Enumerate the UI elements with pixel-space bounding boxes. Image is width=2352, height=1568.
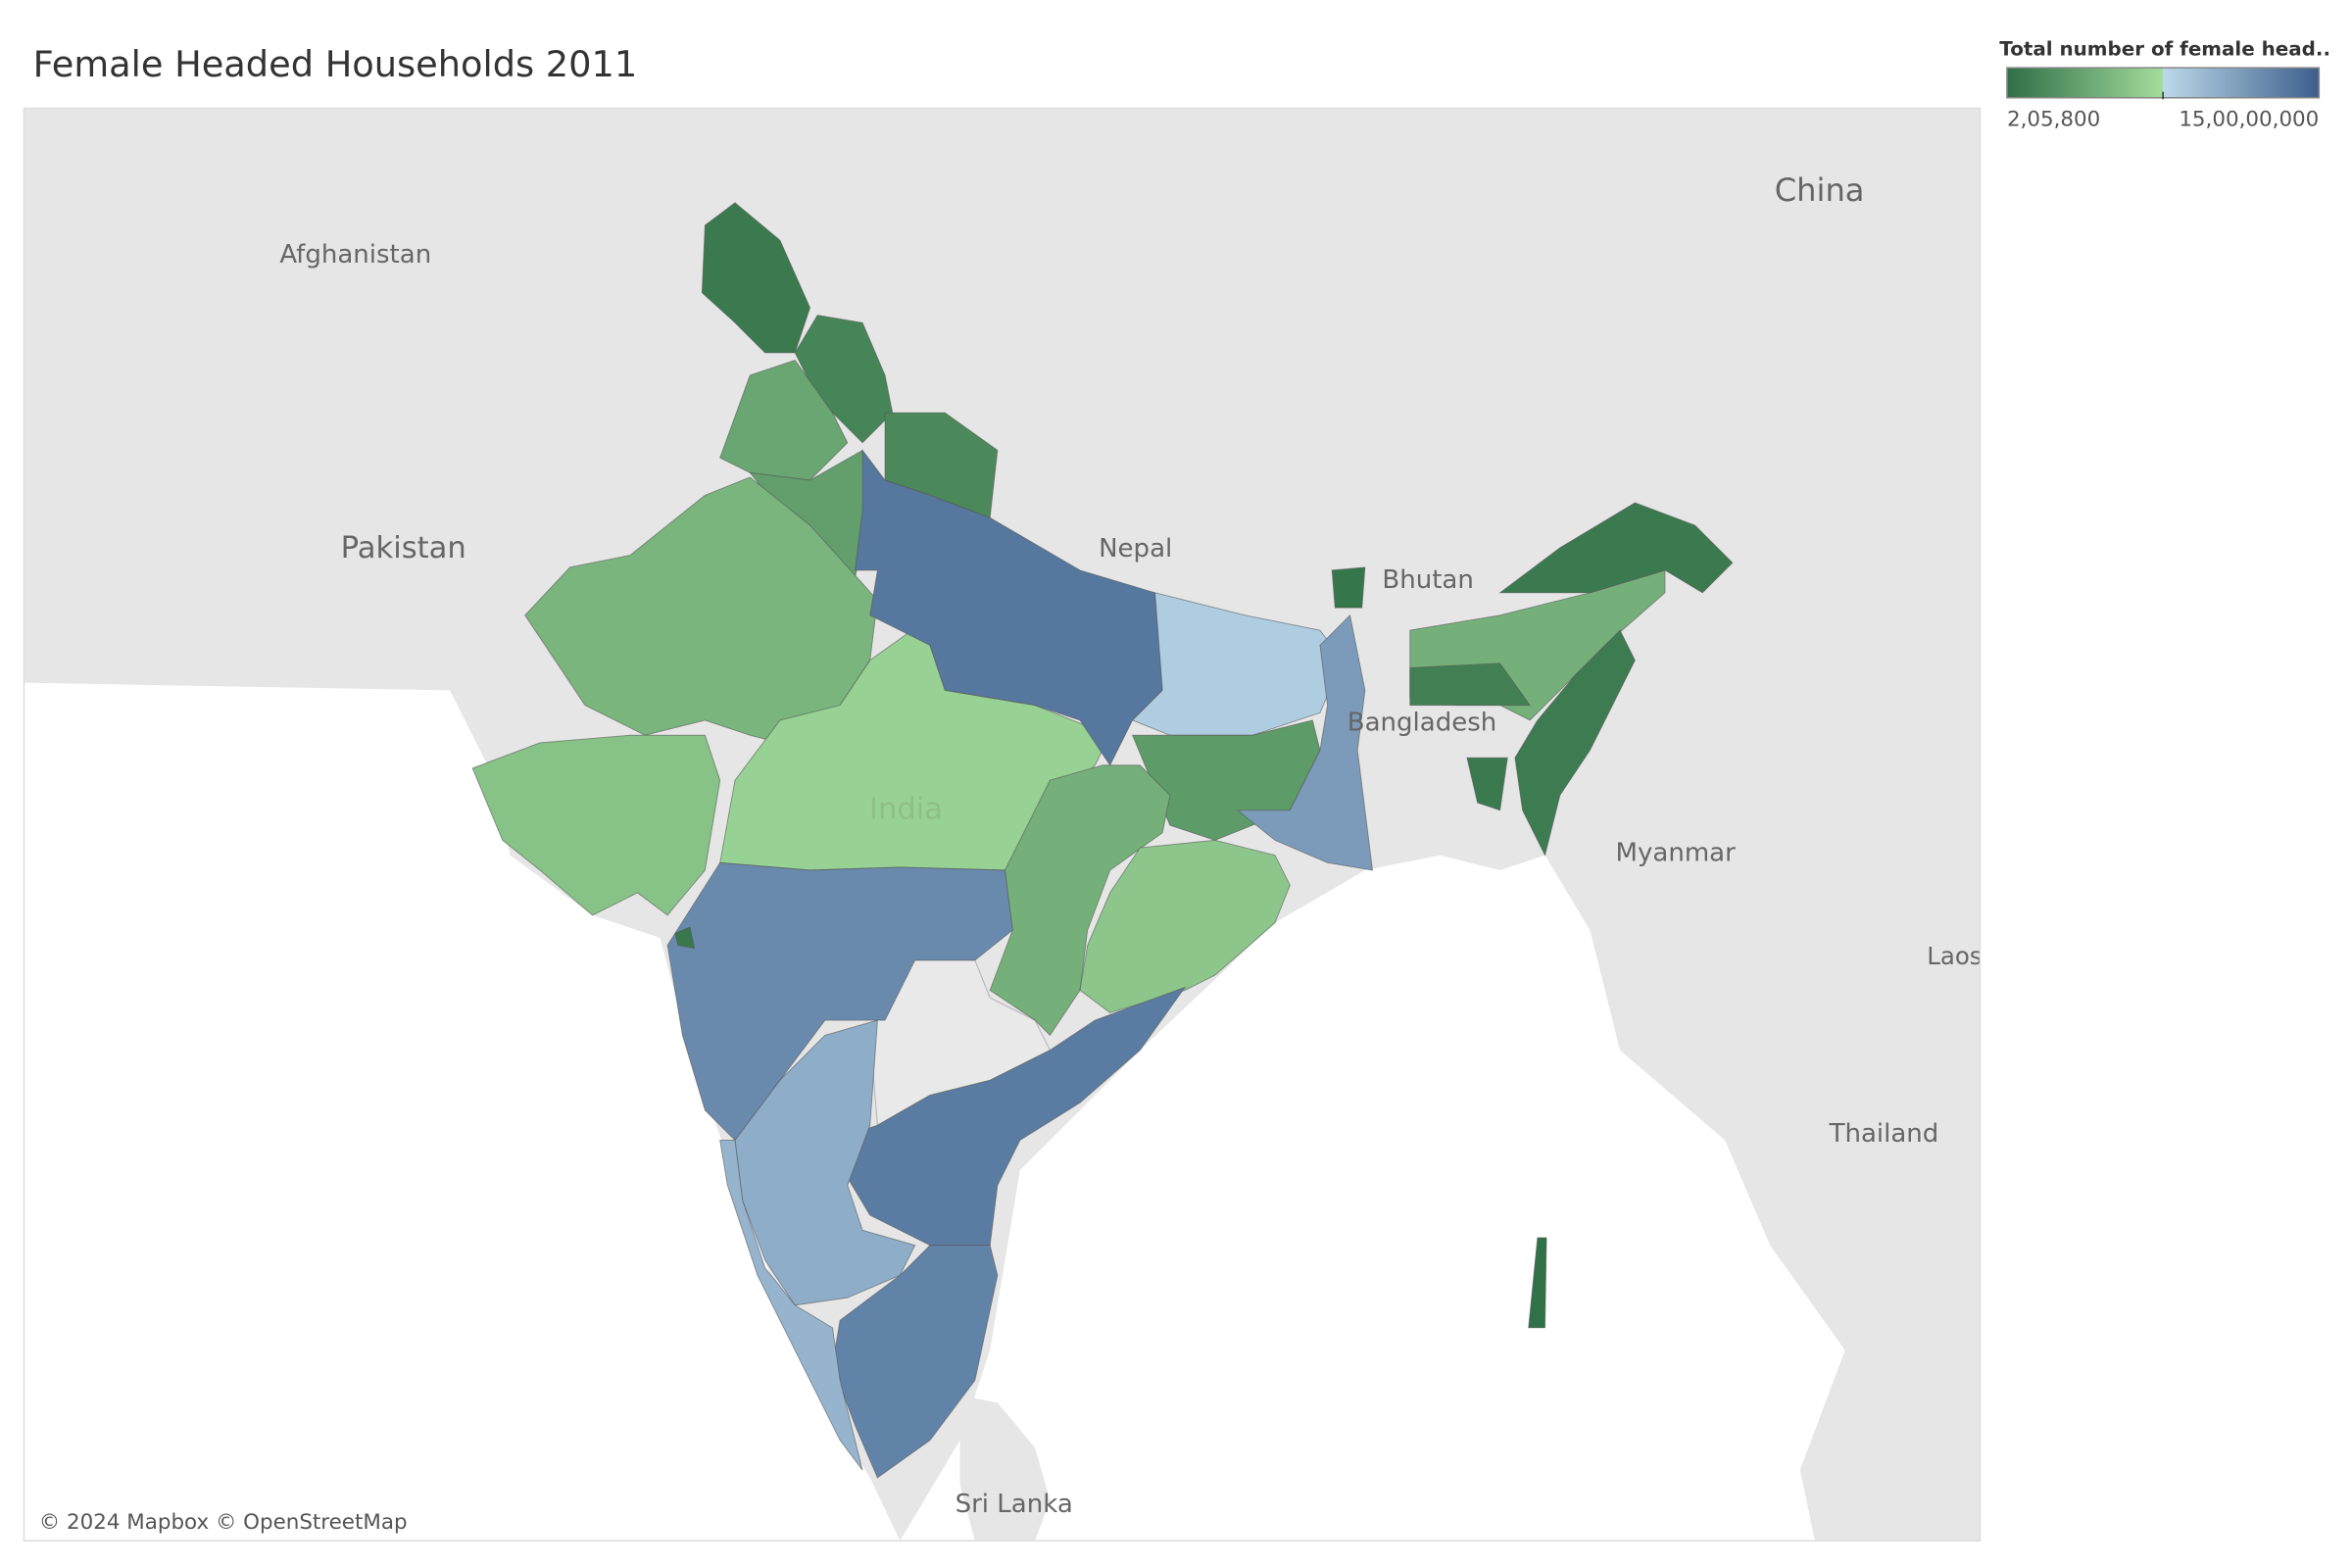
map-label: India bbox=[869, 792, 943, 826]
map: Afghanistan Pakistan China Nepal Bhutan Bangl… bbox=[24, 108, 1982, 1542]
region bbox=[1079, 839, 1291, 1013]
map-label: Thailand bbox=[1829, 1119, 1939, 1149]
map-label: Afghanistan bbox=[279, 240, 431, 270]
bay-of-bengal bbox=[900, 855, 1845, 1542]
legend-title: Total number of female head.. bbox=[1999, 37, 2330, 60]
map-label: Bangladesh bbox=[1348, 709, 1497, 738]
map-label: Nepal bbox=[1099, 534, 1172, 564]
region bbox=[989, 764, 1171, 1037]
legend-max-label: 15,00,00,000 bbox=[2179, 108, 2319, 132]
map-label: Laos bbox=[1927, 942, 1982, 970]
map-label: China bbox=[1775, 172, 1865, 209]
region bbox=[471, 734, 721, 916]
map-frame bbox=[23, 107, 1982, 1542]
regions bbox=[471, 202, 1734, 1479]
region bbox=[1236, 613, 1374, 871]
region bbox=[719, 1140, 863, 1471]
title: Female Headed Households 2011 bbox=[33, 43, 638, 85]
map-label: Bhutan bbox=[1382, 565, 1473, 595]
region bbox=[847, 986, 1187, 1247]
map-labels: Afghanistan Pakistan China Nepal Bhutan Bangl… bbox=[279, 172, 1982, 1519]
region bbox=[1466, 757, 1508, 811]
map-label: Sri Lanka bbox=[956, 1490, 1073, 1519]
region bbox=[1514, 629, 1636, 858]
region bbox=[1331, 566, 1366, 609]
attribution: © 2024 Mapbox © OpenStreetMap bbox=[39, 1510, 408, 1535]
map-label: Pakistan bbox=[341, 531, 466, 565]
region bbox=[1498, 502, 1734, 594]
region bbox=[832, 1245, 999, 1479]
region bbox=[719, 360, 849, 481]
region bbox=[674, 926, 696, 950]
region bbox=[1409, 662, 1532, 707]
sri-lanka-land bbox=[959, 1395, 1051, 1542]
region bbox=[666, 861, 1013, 1142]
region bbox=[1131, 592, 1344, 736]
arabian-sea bbox=[24, 682, 901, 1542]
region bbox=[734, 1019, 916, 1306]
legend-min-label: 2,05,800 bbox=[2007, 108, 2100, 132]
map-label: Myanmar bbox=[1616, 839, 1737, 868]
region bbox=[854, 449, 1163, 766]
region bbox=[1528, 1237, 1547, 1329]
